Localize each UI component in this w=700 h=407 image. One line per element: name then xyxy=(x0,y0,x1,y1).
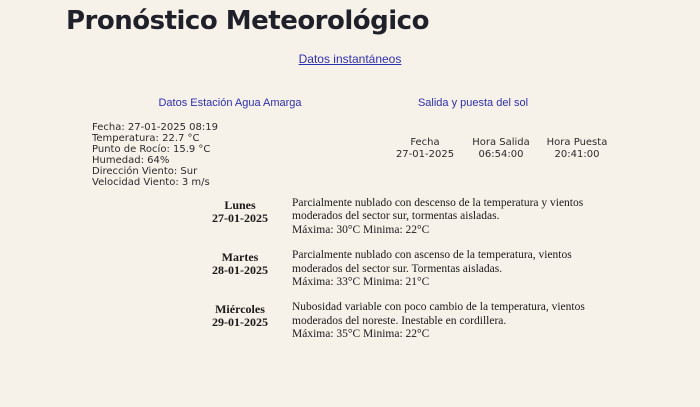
sun-table-col-date: Fecha 27-01-2025 xyxy=(388,137,462,160)
forecast-description: Nubosidad variable con poco cambio de la… xyxy=(292,301,585,327)
forecast-day-cell: Lunes 27-01-2025 xyxy=(190,197,290,237)
forecast-day-date: 28-01-2025 xyxy=(212,263,268,278)
forecast-day-name: Martes xyxy=(221,250,259,265)
sun-col-header: Hora Puesta xyxy=(546,137,608,148)
forecast-row-monday: Lunes 27-01-2025 Parcialmente nublado co… xyxy=(190,197,622,237)
sun-section-title: Salida y puesta del sol xyxy=(417,97,529,109)
sun-col-value: 06:54:00 xyxy=(478,149,524,160)
station-data-block: Fecha: 27-01-2025 08:19 Temperatura: 22.… xyxy=(92,122,218,188)
forecast-row-tuesday: Martes 28-01-2025 Parcialmente nublado c… xyxy=(190,249,622,289)
station-humidity-line: Humedad: 64% xyxy=(92,155,170,166)
station-temperature-line: Temperatura: 22.7 °C xyxy=(92,133,200,144)
station-wind-speed-line: Velocidad Viento: 3 m/s xyxy=(92,177,210,188)
sun-col-value: 20:41:00 xyxy=(554,149,600,160)
station-dewpoint-line: Punto de Rocío: 15.9 °C xyxy=(92,144,211,155)
sun-col-header: Fecha xyxy=(410,137,440,148)
station-wind-direction-line: Dirección Viento: Sur xyxy=(92,166,198,177)
instant-data-link-row: Datos instantáneos xyxy=(0,50,700,68)
forecast-description: Parcialmente nublado con descenso de la … xyxy=(292,197,584,223)
forecast-day-cell: Martes 28-01-2025 xyxy=(190,249,290,289)
page-title: Pronóstico Meteorológico xyxy=(66,6,429,36)
sun-table: Fecha 27-01-2025 Hora Salida 06:54:00 Ho… xyxy=(388,137,614,160)
forecast-extremes: Máxima: 35°C Minima: 22°C xyxy=(292,328,430,341)
station-date-line: Fecha: 27-01-2025 08:19 xyxy=(92,122,218,133)
forecast-extremes: Máxima: 30°C Minima: 22°C xyxy=(292,223,430,236)
forecast-day-cell: Miércoles 29-01-2025 xyxy=(190,301,290,341)
station-section-title: Datos Estación Agua Amarga xyxy=(158,97,302,109)
forecast-description-cell: Parcialmente nublado con descenso de la … xyxy=(292,197,622,237)
forecast-extremes: Máxima: 33°C Minima: 21°C xyxy=(292,276,430,289)
forecast-description: Parcialmente nublado con ascenso de la t… xyxy=(292,249,572,275)
sun-col-value: 27-01-2025 xyxy=(395,149,455,160)
instant-data-link[interactable]: Datos instantáneos xyxy=(298,52,402,66)
forecast-description-cell: Nubosidad variable con poco cambio de la… xyxy=(292,301,622,341)
forecast-day-date: 29-01-2025 xyxy=(212,315,268,330)
forecast-table: Lunes 27-01-2025 Parcialmente nublado co… xyxy=(190,197,622,354)
forecast-row-wednesday: Miércoles 29-01-2025 Nubosidad variable … xyxy=(190,301,622,341)
sun-table-col-sunrise: Hora Salida 06:54:00 xyxy=(464,137,538,160)
sun-table-col-sunset: Hora Puesta 20:41:00 xyxy=(540,137,614,160)
sun-col-header: Hora Salida xyxy=(472,137,530,148)
forecast-description-cell: Parcialmente nublado con ascenso de la t… xyxy=(292,249,622,289)
forecast-day-name: Lunes xyxy=(224,198,256,212)
forecast-day-name: Miércoles xyxy=(215,302,265,317)
forecast-day-date: 27-01-2025 xyxy=(212,211,268,225)
